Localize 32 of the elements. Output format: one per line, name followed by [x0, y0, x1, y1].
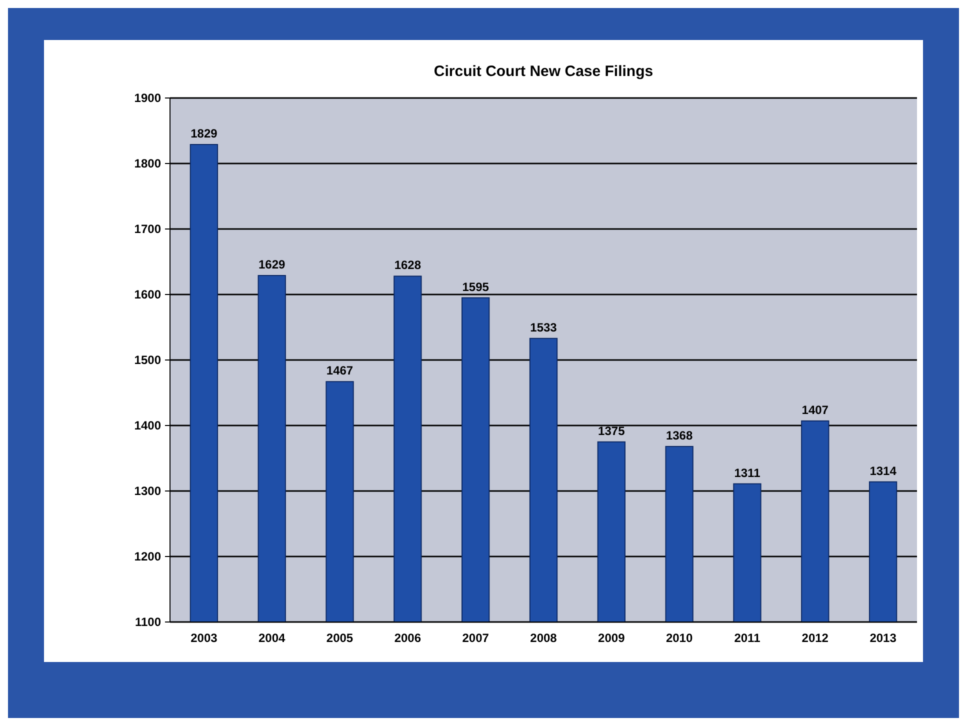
y-tick-label: 1700	[134, 222, 162, 236]
y-tick-label: 1100	[134, 615, 162, 630]
data-label: 1467	[326, 364, 354, 378]
y-tick-label: 1300	[134, 484, 162, 498]
data-label: 1533	[530, 320, 558, 334]
y-tick-label: 1900	[134, 91, 162, 106]
y-tick-label: 1600	[134, 288, 162, 302]
x-tick-label: 2004	[258, 631, 286, 645]
data-label: 1829	[190, 126, 218, 141]
x-tick-label: 2012	[802, 631, 829, 645]
x-tick-label: 2011	[734, 631, 761, 645]
data-label: 1314	[870, 464, 897, 478]
data-label: 1407	[802, 402, 829, 417]
x-tick-label: 2006	[394, 631, 422, 645]
data-label: 1629	[258, 258, 286, 272]
x-tick-label: 2009	[598, 631, 626, 645]
y-tick-label: 1800	[134, 156, 162, 171]
data-label: 1368	[666, 428, 693, 442]
x-tick-label: 2003	[190, 631, 218, 645]
data-label: 1375	[598, 424, 626, 438]
chart-title: Circuit Court New Case Filings	[434, 63, 654, 80]
x-tick-label: 2010	[666, 631, 693, 645]
y-tick-label: 1400	[134, 418, 162, 433]
data-label: 1311	[734, 466, 761, 480]
y-tick-label: 1200	[134, 550, 162, 564]
data-label: 1595	[462, 280, 490, 294]
x-tick-label: 2013	[870, 631, 897, 645]
x-tick-label: 2007	[462, 631, 490, 645]
y-tick-label: 1500	[134, 353, 162, 368]
data-label: 1628	[394, 258, 422, 272]
x-tick-label: 2005	[326, 631, 354, 645]
x-tick-label: 2008	[530, 631, 558, 645]
